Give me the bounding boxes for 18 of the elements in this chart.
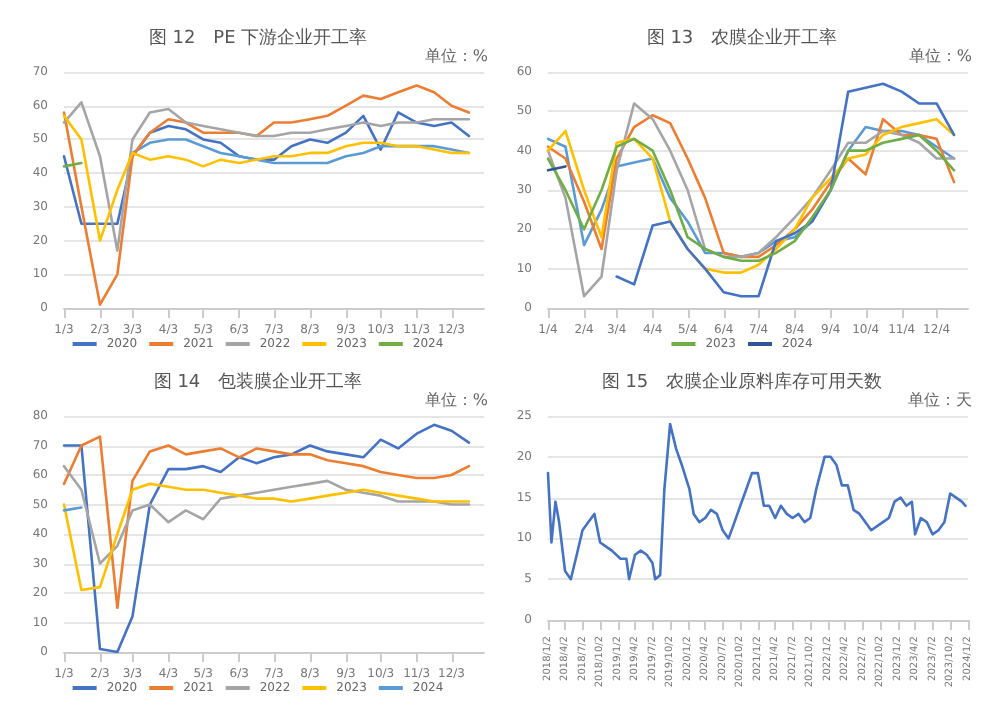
text: 单位：% — [908, 47, 973, 65]
line-series — [546, 102, 956, 298]
chart-title: 图 15 农膜企业原料库存可用天数 — [601, 371, 883, 393]
line-series — [131, 138, 471, 165]
line-series — [62, 84, 471, 306]
text: 单位：% — [424, 391, 489, 409]
line-series — [62, 423, 471, 654]
chart-title: 图 12 PE 下游企业开工率 — [148, 27, 368, 49]
chart-title: 图 13 农膜企业开工率 — [646, 27, 838, 49]
line-series — [546, 422, 967, 581]
chart-title: 图 14 包装膜企业开工率 — [153, 371, 363, 393]
line-series — [615, 82, 956, 298]
text: 单位：% — [424, 47, 489, 65]
line-series — [62, 101, 471, 252]
line-series — [62, 464, 471, 565]
text: 单位：天 — [908, 391, 972, 409]
line-series — [62, 435, 471, 610]
line-series — [62, 482, 471, 592]
